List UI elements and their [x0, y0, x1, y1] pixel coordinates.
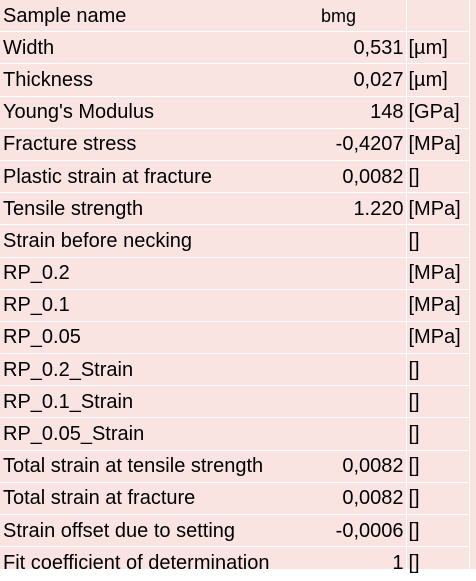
row-value[interactable]: -0,4207 — [320, 128, 407, 161]
row-label[interactable]: Young's Modulus — [0, 96, 320, 129]
table-row: Strain before necking [] — [0, 224, 470, 258]
table-row: RP_0.2 [MPa] — [0, 257, 470, 290]
table-row: Thickness 0,027 [µm] — [0, 63, 470, 97]
table-row: RP_0.05 [MPa] — [0, 321, 470, 355]
table-row: Young's Modulus 148 [GPa] — [0, 96, 470, 129]
table-row: RP_0.1 [MPa] — [0, 289, 470, 322]
row-value[interactable]: 0,0082 — [320, 160, 407, 194]
row-value[interactable] — [320, 257, 407, 290]
row-unit[interactable]: [µm] — [406, 63, 470, 97]
table-row: Width 0,531 [µm] — [0, 31, 470, 65]
row-value[interactable] — [320, 385, 407, 419]
row-unit[interactable]: [] — [406, 353, 470, 387]
row-label[interactable]: RP_0.05_Strain — [0, 417, 320, 451]
row-label[interactable]: Width — [0, 31, 320, 65]
row-value[interactable] — [320, 321, 407, 355]
table-row: Total strain at fracture 0,0082 [] — [0, 482, 470, 516]
row-unit[interactable]: [] — [406, 224, 470, 258]
table-row: RP_0.1_Strain [] — [0, 385, 470, 419]
row-unit[interactable]: [MPa] — [406, 289, 470, 322]
row-value[interactable] — [320, 224, 407, 258]
row-value[interactable] — [320, 417, 407, 451]
row-label[interactable]: Tensile strength — [0, 192, 320, 226]
row-unit[interactable]: [MPa] — [406, 257, 470, 290]
row-value[interactable] — [320, 353, 407, 387]
table-row: Fit coefficient of determination 1 [] — [0, 546, 470, 580]
row-unit[interactable]: [] — [406, 385, 470, 419]
row-label[interactable]: Total strain at tensile strength — [0, 450, 320, 483]
row-label[interactable]: Strain before necking — [0, 224, 320, 258]
row-label[interactable]: RP_0.05 — [0, 321, 320, 355]
row-value[interactable]: 0,0082 — [320, 450, 407, 483]
row-label[interactable]: Thickness — [0, 63, 320, 97]
row-label[interactable]: RP_0.1_Strain — [0, 385, 320, 419]
row-unit[interactable]: [] — [406, 514, 470, 548]
row-unit[interactable]: [] — [406, 546, 470, 580]
table-row: Plastic strain at fracture 0,0082 [] — [0, 160, 470, 194]
row-label[interactable]: RP_0.2 — [0, 257, 320, 290]
table-row: Strain offset due to setting -0,0006 [] — [0, 514, 470, 548]
row-label[interactable]: Strain offset due to setting — [0, 514, 320, 548]
table-row: Total strain at tensile strength 0,0082 … — [0, 450, 470, 483]
row-value[interactable]: bmg — [320, 0, 407, 33]
row-label[interactable]: RP_0.1 — [0, 289, 320, 322]
table-row: Tensile strength 1.220 [MPa] — [0, 192, 470, 226]
row-label[interactable]: Fracture stress — [0, 128, 320, 161]
row-unit[interactable]: [µm] — [406, 31, 470, 65]
row-unit[interactable]: [] — [406, 160, 470, 194]
row-value[interactable]: 148 — [320, 96, 407, 129]
row-value[interactable]: -0,0006 — [320, 514, 407, 548]
table-row: RP_0.2_Strain [] — [0, 353, 470, 387]
row-value[interactable]: 0,0082 — [320, 482, 407, 516]
row-label[interactable]: Fit coefficient of determination — [0, 546, 320, 580]
row-label[interactable]: Total strain at fracture — [0, 482, 320, 516]
row-unit[interactable]: [MPa] — [406, 321, 470, 355]
row-unit[interactable] — [406, 0, 470, 33]
row-unit[interactable]: [] — [406, 482, 470, 516]
row-label[interactable]: RP_0.2_Strain — [0, 353, 320, 387]
table-row: Sample name bmg — [0, 0, 470, 33]
table-row: RP_0.05_Strain [] — [0, 417, 470, 451]
row-value[interactable]: 0,027 — [320, 63, 407, 97]
row-value[interactable] — [320, 289, 407, 322]
row-unit[interactable]: [] — [406, 417, 470, 451]
row-value[interactable]: 0,531 — [320, 31, 407, 65]
row-label[interactable]: Plastic strain at fracture — [0, 160, 320, 194]
row-value[interactable]: 1 — [320, 546, 407, 580]
row-unit[interactable]: [] — [406, 450, 470, 483]
row-label[interactable]: Sample name — [0, 0, 320, 33]
table-row: Fracture stress -0,4207 [MPa] — [0, 128, 470, 161]
row-unit[interactable]: [MPa] — [406, 192, 470, 226]
row-value[interactable]: 1.220 — [320, 192, 407, 226]
row-unit[interactable]: [GPa] — [406, 96, 470, 129]
row-unit[interactable]: [MPa] — [406, 128, 470, 161]
